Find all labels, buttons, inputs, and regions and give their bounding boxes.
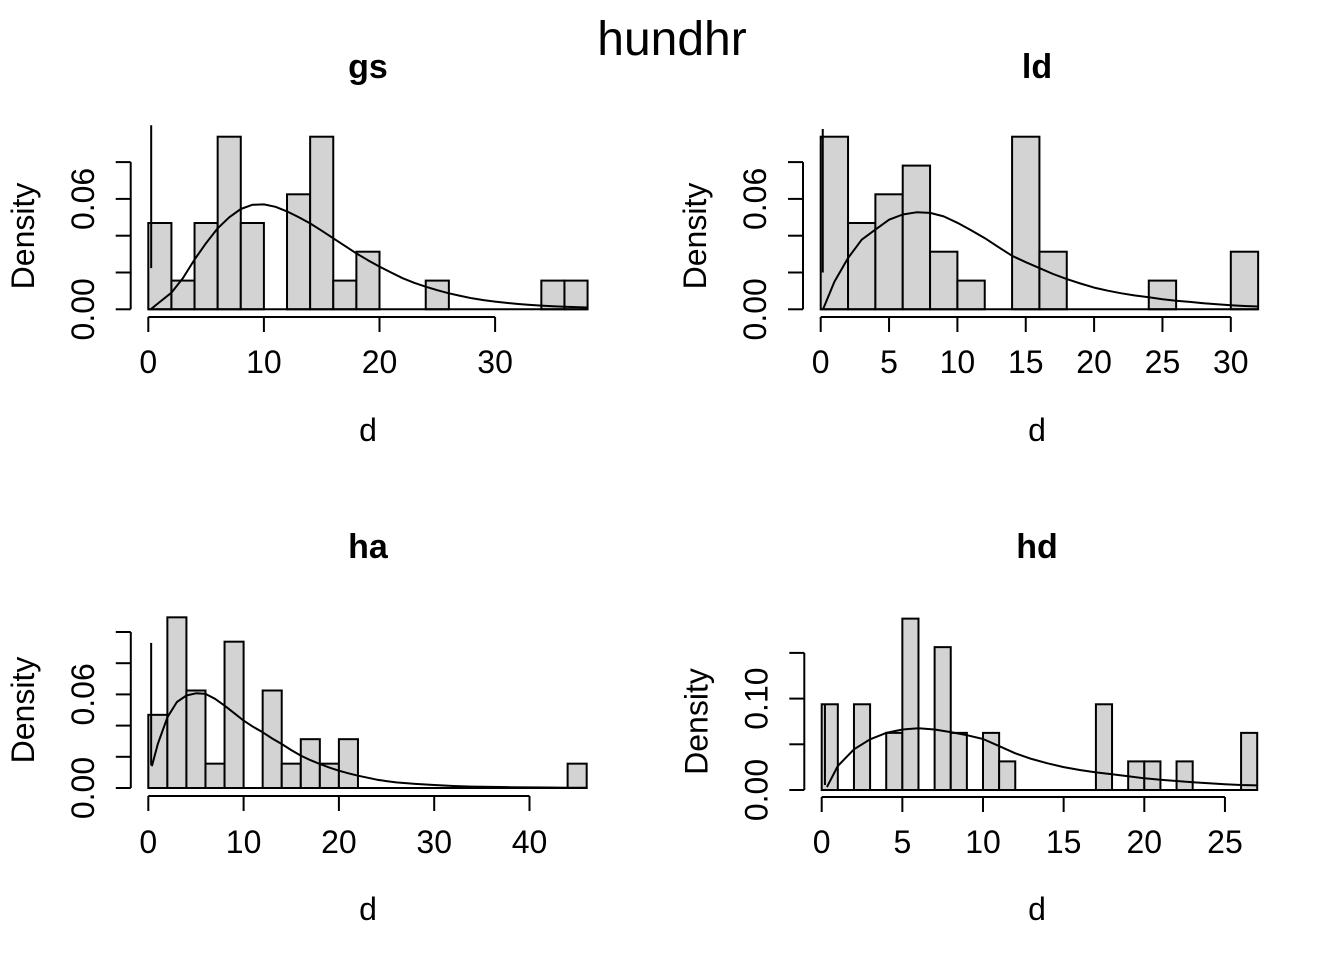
x-axis-label: d [1028,412,1046,448]
y-tick-label: 0.06 [65,168,101,230]
histogram-bar [847,222,877,311]
panel-ha: 0.00 0.06 0 10 20 30 40 ha d Density [5,528,588,927]
histogram-bar [998,760,1017,791]
density-curve [150,203,589,310]
histogram-bar [982,731,1001,791]
histogram-bar [286,193,312,311]
panel-gs: 0.00 0.06 0 10 20 30 gs d Density [5,48,589,448]
x-tick-label: 15 [1046,824,1082,860]
histogram-bar [185,689,207,789]
x-tick-label: 10 [965,824,1001,860]
x-tick-label: 5 [880,344,898,380]
x-tick-label: 0 [812,344,830,380]
density-curve [826,727,1259,788]
panel-title: ha [348,528,389,566]
histogram-bar [566,762,588,790]
histogram-bar [901,164,932,311]
histogram-bar [874,193,904,311]
y-tick-label: 0.00 [65,278,101,340]
y-axis-label: Density [679,668,715,775]
x-tick-label: 30 [1213,344,1249,380]
y-axis-label: Density [677,183,713,290]
x-tick-label: 30 [416,824,452,860]
histogram-bar [239,222,265,311]
y-axis-label: Density [5,657,41,764]
x-tick-label: 10 [226,824,262,860]
panel-title: hd [1016,528,1058,566]
panel-title: ld [1022,48,1052,86]
x-tick-label: 30 [477,344,513,380]
x-tick-label: 20 [362,344,398,380]
x-tick-label: 15 [1008,344,1044,380]
density-curve [822,211,1260,310]
histogram-bar [309,135,335,311]
x-tick-label: 20 [321,824,357,860]
density-curve [151,692,588,789]
x-tick-label: 10 [940,344,976,380]
main-title: hundhr [597,13,746,66]
panel-ld: 0.00 0.06 0 5 10 15 20 25 30 ld d Density [677,48,1260,448]
x-tick-label: 0 [813,824,831,860]
x-tick-label: 0 [139,824,157,860]
x-axis-label: d [359,412,377,448]
x-tick-label: 25 [1207,824,1243,860]
y-tick-label: 0.00 [737,278,773,340]
y-tick-label: 0.00 [739,759,775,821]
x-tick-label: 10 [246,344,282,380]
histogram-bar [1038,250,1068,311]
x-axis-label: d [1028,891,1046,927]
histogram-bar [424,279,450,311]
x-tick-label: 20 [1076,344,1112,380]
x-tick-label: 40 [512,824,548,860]
histogram-bar [193,222,219,311]
y-tick-label: 0.06 [737,168,773,230]
histogram-bar [204,762,226,790]
histogram-bar [332,279,358,311]
histogram-bar [929,250,959,311]
histogram-bar [280,762,302,790]
y-tick-label: 0.10 [739,667,775,729]
y-axis-label: Density [5,183,41,290]
histogram-bar [1011,135,1041,311]
histogram-bar [1147,279,1178,311]
histogram-bar [1240,731,1259,791]
histogram-bar [1175,760,1194,791]
histogram-bar [933,646,952,791]
histogram-bar [1094,703,1114,791]
histogram-bar [949,731,968,791]
y-tick-label: 0.00 [65,757,101,819]
histogram-bar [563,279,589,311]
panels-group: 0.00 0.06 0 10 20 30 gs d Density 0.00 0.06 0 5 10 15 2… [5,48,1260,927]
x-tick-label: 20 [1127,824,1163,860]
x-tick-label: 0 [139,344,157,380]
histogram-bar [223,640,245,789]
panel-hd: 0.00 0.10 0 5 10 15 20 25 hd d Density [679,528,1259,927]
histogram-bar [1143,760,1162,791]
y-tick-label: 0.06 [65,663,101,725]
histogram-bar [216,135,242,311]
x-tick-label: 25 [1145,344,1181,380]
histogram-bar [956,279,986,311]
histogram-bar [337,738,359,789]
x-axis-label: d [359,891,377,927]
histogram-bar [885,731,904,791]
panel-title: gs [348,48,388,86]
histogram-bar [1229,250,1260,311]
histogram-bar [170,279,196,311]
histogram-bar [901,617,920,791]
x-tick-label: 5 [893,824,911,860]
